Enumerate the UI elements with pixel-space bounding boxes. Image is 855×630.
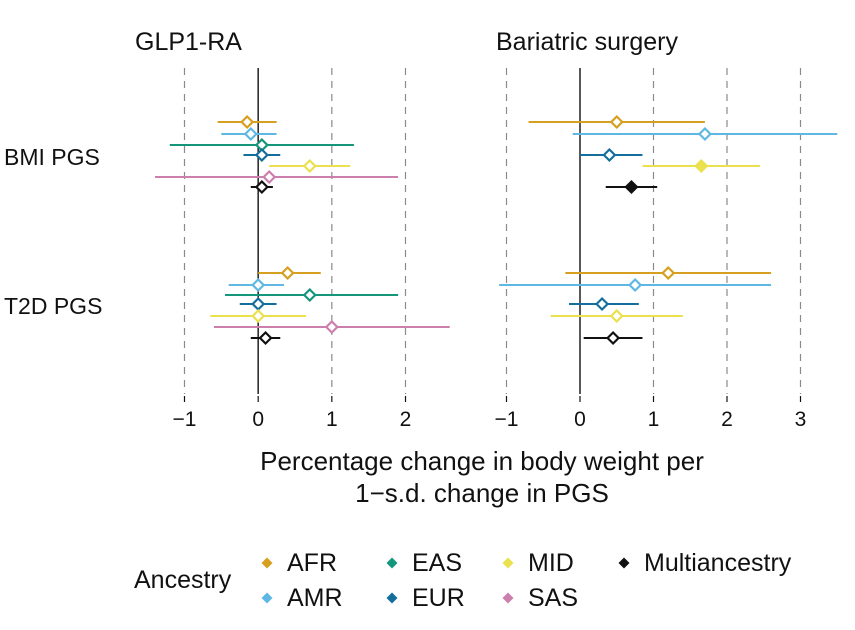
estimate-t2d-pgs-mid bbox=[210, 308, 307, 324]
legend-item-multiancestry: Multiancestry bbox=[618, 549, 792, 577]
x-axis-label-line-2: 1−s.d. change in PGS bbox=[355, 478, 609, 508]
legend: Ancestry AFR AMR EAS EUR MID SAS Multiancestry bbox=[134, 549, 792, 612]
estimate-bmi-pgs-mid bbox=[269, 158, 351, 174]
point-estimate-marker bbox=[609, 308, 624, 324]
point-estimate-marker bbox=[302, 287, 317, 303]
estimate-t2d-pgs-eur bbox=[568, 296, 639, 312]
x-tick-label: 1 bbox=[326, 408, 338, 431]
point-estimate-marker bbox=[602, 147, 617, 163]
legend-item-mid: MID bbox=[502, 549, 574, 577]
point-estimate-marker bbox=[251, 308, 266, 324]
legend-item-sas: SAS bbox=[502, 584, 578, 612]
point-estimate-marker bbox=[254, 179, 269, 195]
legend-title: Ancestry bbox=[134, 566, 232, 594]
x-tick-label: 1 bbox=[648, 408, 660, 431]
panels-layer: GLP1-RA −1 0 1 2 Bariatric surgery −1 0 1 2 3 bbox=[135, 28, 838, 431]
estimate-bmi-pgs-sas bbox=[155, 169, 399, 185]
estimate-bmi-pgs-multiancestry bbox=[250, 179, 273, 195]
estimate-bmi-pgs-afr bbox=[217, 114, 277, 130]
x-tick-label: −1 bbox=[495, 408, 519, 431]
point-estimate-marker bbox=[280, 265, 295, 281]
point-estimate-marker bbox=[240, 114, 255, 130]
legend-swatch bbox=[386, 557, 398, 569]
point-estimate-marker bbox=[594, 296, 610, 312]
estimate-bmi-pgs-multiancestry bbox=[605, 179, 658, 195]
estimate-bmi-pgs-afr bbox=[528, 114, 705, 130]
point-estimate-marker bbox=[661, 265, 676, 281]
estimate-t2d-pgs-afr bbox=[565, 265, 772, 281]
legend-swatch bbox=[261, 557, 273, 569]
point-estimate-marker bbox=[302, 158, 317, 174]
row-label-t2d-pgs: T2D PGS bbox=[4, 293, 102, 319]
point-estimate-marker bbox=[697, 126, 713, 142]
point-estimate-marker bbox=[694, 158, 709, 174]
point-estimate-marker bbox=[243, 126, 258, 142]
point-estimate-marker bbox=[254, 147, 269, 163]
estimate-t2d-pgs-mid bbox=[550, 308, 683, 324]
point-estimate-marker bbox=[258, 330, 273, 346]
point-estimate-marker bbox=[262, 169, 277, 185]
row-label-bmi-pgs: BMI PGS bbox=[4, 144, 100, 170]
point-estimate-marker bbox=[606, 330, 621, 346]
panel-title: Bariatric surgery bbox=[496, 28, 678, 56]
legend-item-amr: AMR bbox=[261, 584, 343, 612]
row-labels-layer: BMI PGS T2D PGS bbox=[4, 144, 102, 319]
legend-swatch bbox=[261, 592, 273, 604]
estimate-bmi-pgs-eur bbox=[580, 147, 643, 163]
panel-title: GLP1-RA bbox=[135, 28, 242, 56]
panel-bariatric-surgery: Bariatric surgery −1 0 1 2 3 bbox=[495, 28, 838, 431]
x-axis-label-line-1: Percentage change in body weight per bbox=[260, 446, 704, 476]
estimate-t2d-pgs-multiancestry bbox=[250, 330, 281, 346]
panel-glp1-ra: GLP1-RA −1 0 1 2 bbox=[135, 28, 450, 431]
point-estimate-marker bbox=[628, 277, 643, 293]
legend-item-eur: EUR bbox=[386, 584, 465, 612]
estimate-bmi-pgs-mid bbox=[642, 158, 761, 174]
estimate-bmi-pgs-eur bbox=[243, 147, 281, 163]
legend-label: AFR bbox=[287, 549, 337, 577]
legend-swatch bbox=[502, 592, 514, 604]
point-estimate-marker bbox=[251, 277, 266, 293]
estimate-t2d-pgs-eur bbox=[239, 296, 277, 312]
point-estimate-marker bbox=[324, 319, 339, 335]
estimate-t2d-pgs-amr bbox=[499, 277, 772, 293]
legend-swatch bbox=[386, 592, 398, 604]
estimate-bmi-pgs-amr bbox=[572, 126, 838, 142]
x-tick-label: 2 bbox=[400, 408, 412, 431]
legend-swatch bbox=[502, 557, 514, 569]
legend-label: SAS bbox=[528, 584, 578, 612]
legend-item-eas: EAS bbox=[386, 549, 462, 577]
legend-label: Multiancestry bbox=[644, 549, 792, 577]
x-tick-label: −1 bbox=[173, 408, 197, 431]
legend-label: EAS bbox=[412, 549, 462, 577]
estimate-t2d-pgs-eas bbox=[225, 287, 399, 303]
estimate-t2d-pgs-multiancestry bbox=[583, 330, 643, 346]
point-estimate-marker bbox=[624, 179, 639, 195]
estimate-t2d-pgs-amr bbox=[228, 277, 284, 293]
legend-label: AMR bbox=[287, 584, 343, 612]
estimate-t2d-pgs-sas bbox=[213, 319, 450, 335]
legend-swatch bbox=[618, 557, 630, 569]
x-tick-label: 0 bbox=[252, 408, 264, 431]
estimate-bmi-pgs-amr bbox=[221, 126, 277, 142]
point-estimate-marker bbox=[251, 296, 266, 312]
x-tick-label: 3 bbox=[795, 408, 807, 431]
point-estimate-marker bbox=[609, 114, 624, 130]
legend-label: EUR bbox=[412, 584, 465, 612]
legend-item-afr: AFR bbox=[261, 549, 337, 577]
x-tick-label: 2 bbox=[721, 408, 733, 431]
x-tick-label: 0 bbox=[574, 408, 586, 431]
estimate-t2d-pgs-afr bbox=[258, 265, 321, 281]
legend-label: MID bbox=[528, 549, 574, 577]
